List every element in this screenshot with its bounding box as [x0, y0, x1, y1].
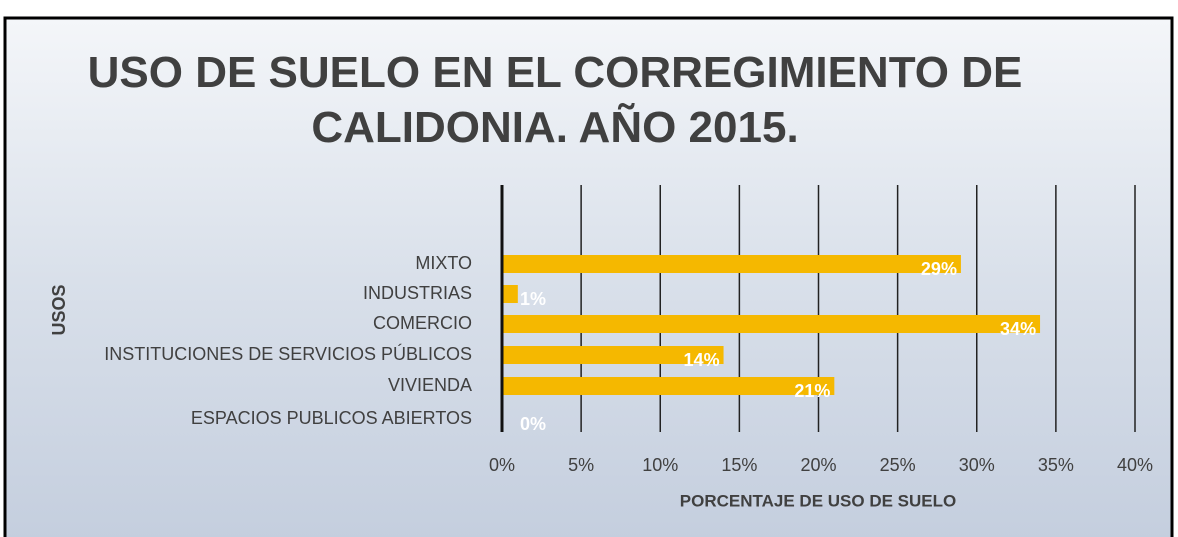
x-tick-label: 5% — [568, 455, 594, 475]
bar — [502, 377, 835, 395]
data-label: 34% — [1000, 319, 1036, 339]
y-tick-label: ESPACIOS PUBLICOS ABIERTOS — [191, 408, 472, 428]
x-tick-label: 40% — [1117, 455, 1153, 475]
x-tick-label: 10% — [642, 455, 678, 475]
y-tick-label: COMERCIO — [373, 313, 472, 333]
chart-title: USO DE SUELO EN EL CORREGIMIENTO DE CALID… — [88, 48, 1023, 152]
x-tick-label: 25% — [880, 455, 916, 475]
y-tick-label: VIVIENDA — [388, 375, 472, 395]
bar — [502, 315, 1041, 333]
data-label: 14% — [684, 350, 720, 370]
data-label: 0% — [520, 414, 546, 434]
data-label: 21% — [794, 381, 830, 401]
data-label: 29% — [921, 259, 957, 279]
x-axis-label: PORCENTAJE DE USO DE SUELO — [680, 491, 956, 510]
x-tick-label: 30% — [959, 455, 995, 475]
data-label: 1% — [520, 289, 546, 309]
x-tick-label: 15% — [721, 455, 757, 475]
y-tick-label: MIXTO — [415, 253, 472, 273]
x-tick-label: 20% — [800, 455, 836, 475]
bar — [502, 346, 724, 364]
bar — [502, 255, 961, 273]
y-axis-label: USOS — [49, 284, 69, 335]
x-tick-label: 0% — [489, 455, 515, 475]
y-tick-label: INSTITUCIONES DE SERVICIOS PÚBLICOS — [104, 343, 472, 364]
y-tick-label: INDUSTRIAS — [363, 283, 472, 303]
x-tick-label: 35% — [1038, 455, 1074, 475]
bar — [502, 285, 518, 303]
